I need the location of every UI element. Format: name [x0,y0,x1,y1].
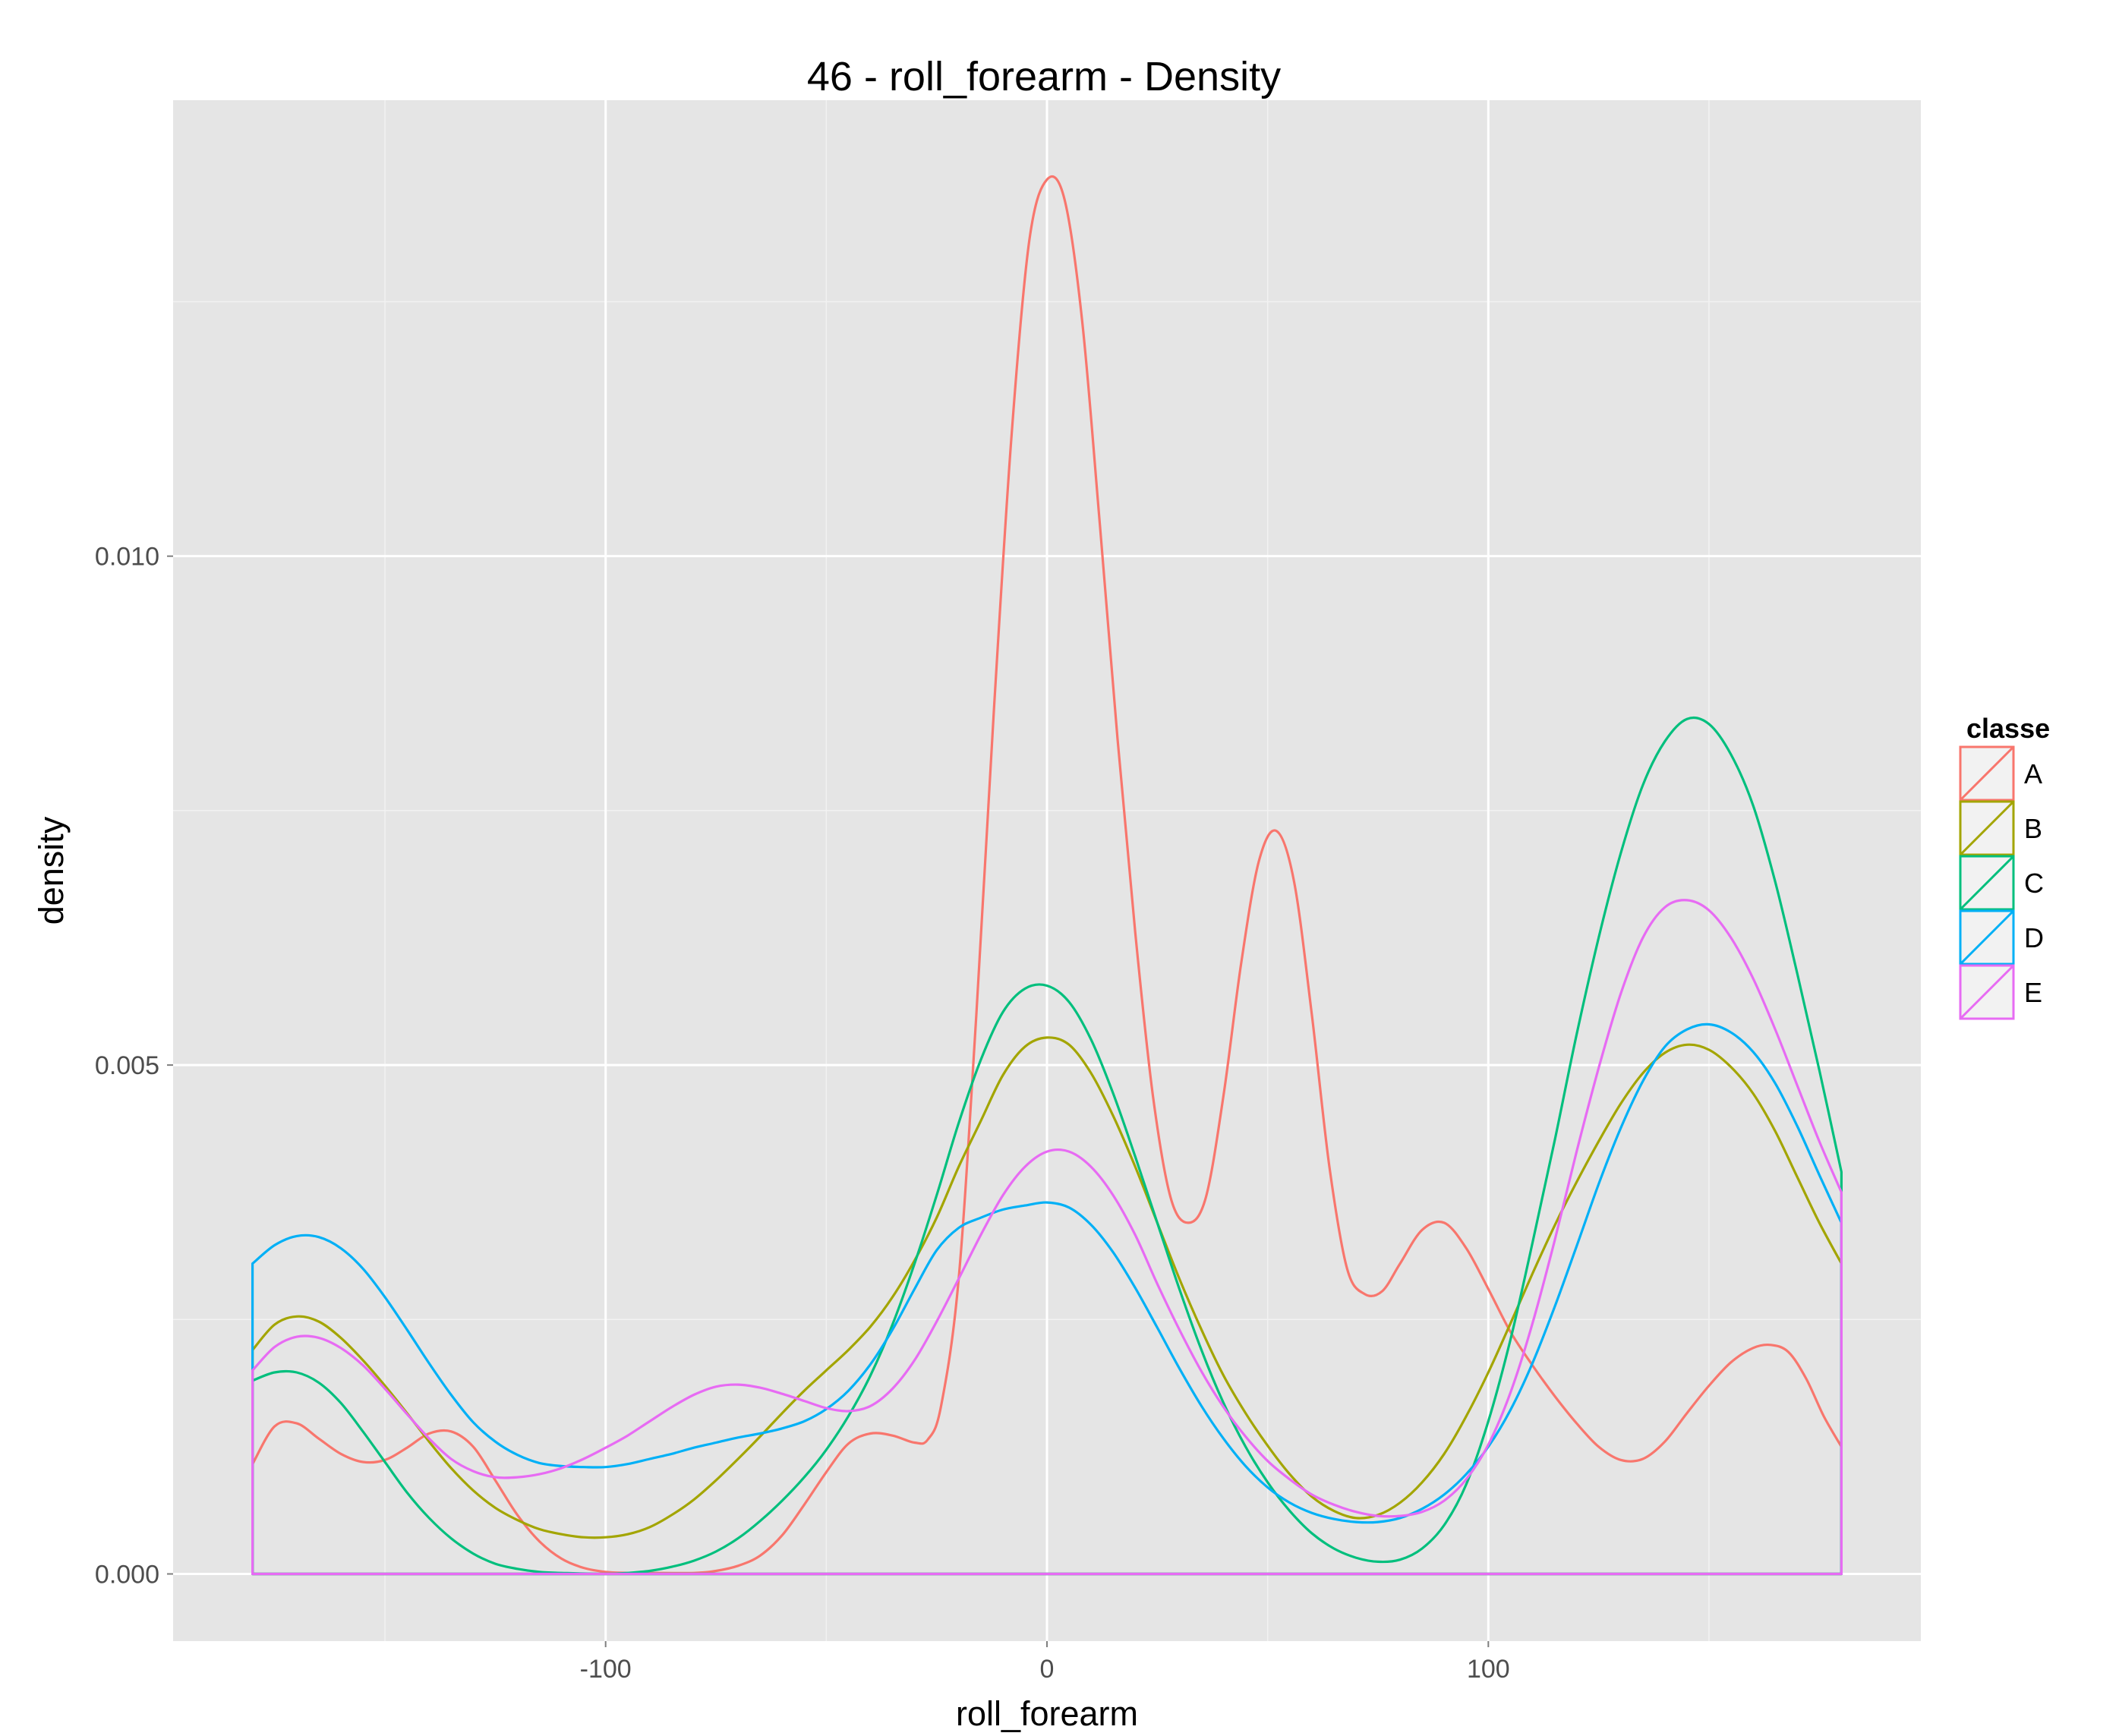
legend-label-D: D [2024,922,2044,953]
legend-key-C: C [1959,855,2044,911]
density-curves [251,175,1843,1576]
y-tick-label: 0.010 [95,543,159,572]
legend-key-E: E [1959,964,2042,1020]
x-tick-label: 0 [1040,1655,1055,1684]
legend-line [1959,855,2015,911]
chart-title: 46 - roll_forearm - Density [807,54,1281,99]
density-line-B [251,1036,1843,1576]
legend-key-D: D [1959,909,2044,966]
legend-line [1959,745,2015,802]
x-tick-label: 100 [1467,1655,1510,1684]
legend-label-B: B [2024,813,2042,844]
density-line-C [251,716,1843,1576]
x-tick-label: -100 [580,1655,632,1684]
legend-label-A: A [2024,758,2042,789]
y-axis-title: density [32,816,71,925]
y-axis: 0.000 0.005 0.010 [95,543,173,1589]
legend-key-B: B [1959,800,2042,856]
legend-line [1959,909,2015,966]
x-axis: -100 0 100 [580,1641,1510,1684]
density-line-E [251,899,1843,1576]
legend-line [1959,964,2015,1020]
x-axis-title: roll_forearm [956,1694,1138,1733]
legend-line [1959,800,2015,856]
density-line-D [251,1022,1843,1576]
legend-label-E: E [2024,977,2042,1008]
legend-title: classe [1966,713,2050,744]
y-tick-label: 0.005 [95,1051,159,1080]
legend-label-C: C [2024,868,2044,899]
y-tick-label: 0.000 [95,1561,159,1589]
legend-key-A: A [1959,745,2042,802]
